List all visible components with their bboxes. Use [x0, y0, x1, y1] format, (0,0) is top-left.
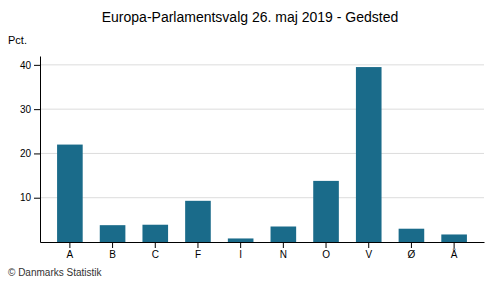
title: Europa-Parlamentsvalg 26. maj 2019 - Ged…: [102, 9, 399, 25]
y-tick-mark: [34, 65, 40, 66]
x-tick-mark: [240, 242, 241, 248]
x-axis-line: [41, 242, 485, 243]
x-tick-mark: [69, 242, 70, 248]
bars: [57, 67, 467, 242]
bar: [57, 145, 83, 242]
bar: [271, 227, 297, 243]
x-axis: ABCFINOVØÅ: [41, 242, 485, 260]
grid-line: [40, 197, 484, 198]
x-tick: C: [152, 242, 159, 260]
grid-line: [40, 109, 484, 110]
grid-line: [40, 64, 484, 65]
bar: [185, 201, 211, 242]
y-label: Pct.: [8, 34, 27, 46]
grid-line: [40, 153, 484, 154]
x-tick: I: [239, 242, 242, 260]
footer: © Danmarks Statistik: [8, 267, 103, 278]
y-tick-label: 40: [20, 60, 32, 71]
y-tick: 40: [20, 60, 40, 71]
y-tick: 10: [20, 192, 40, 203]
x-tick: Ø: [408, 242, 416, 260]
x-tick: O: [322, 242, 330, 260]
bar: [313, 181, 339, 242]
x-tick-mark: [283, 242, 284, 248]
grid: [40, 65, 484, 198]
chart-svg: Europa-Parlamentsvalg 26. maj 2019 - Ged…: [0, 0, 500, 282]
bar: [228, 238, 254, 242]
x-tick-label: I: [239, 249, 242, 260]
x-tick: Å: [451, 242, 458, 260]
x-tick-label: V: [365, 249, 372, 260]
x-tick: N: [280, 242, 287, 260]
x-tick-mark: [454, 242, 455, 248]
x-tick-label: F: [195, 249, 201, 260]
x-tick-label: O: [322, 249, 330, 260]
y-tick-label: 30: [20, 104, 32, 115]
y-tick-label: 20: [20, 148, 32, 159]
x-tick: F: [195, 242, 201, 260]
y-axis-line: [40, 57, 41, 243]
x-tick: B: [109, 242, 116, 260]
y-tick: 30: [20, 104, 40, 115]
x-tick-label: Å: [451, 248, 458, 260]
x-tick-label: N: [280, 249, 287, 260]
bar: [441, 234, 467, 242]
y-axis: 10 20 30 40: [20, 57, 41, 243]
x-tick: A: [67, 242, 74, 260]
x-tick-mark: [155, 242, 156, 248]
x-tick-label: Ø: [408, 249, 416, 260]
x-tick-mark: [197, 242, 198, 248]
x-tick-label: C: [152, 249, 159, 260]
x-tick-label: B: [109, 249, 116, 260]
bar: [356, 67, 382, 242]
y-tick-mark: [34, 153, 40, 154]
chart-container: Europa-Parlamentsvalg 26. maj 2019 - Ged…: [0, 0, 500, 282]
bar: [399, 229, 425, 242]
y-tick-mark: [34, 198, 40, 199]
y-tick: 20: [20, 148, 40, 159]
x-tick-mark: [112, 242, 113, 248]
x-tick: V: [365, 242, 372, 260]
y-tick-label: 10: [20, 192, 32, 203]
x-tick-label: A: [67, 249, 74, 260]
x-tick-mark: [368, 242, 369, 248]
x-tick-mark: [411, 242, 412, 248]
bar: [100, 225, 126, 242]
x-tick-mark: [326, 242, 327, 248]
y-tick-mark: [34, 109, 40, 110]
bar: [142, 225, 168, 242]
